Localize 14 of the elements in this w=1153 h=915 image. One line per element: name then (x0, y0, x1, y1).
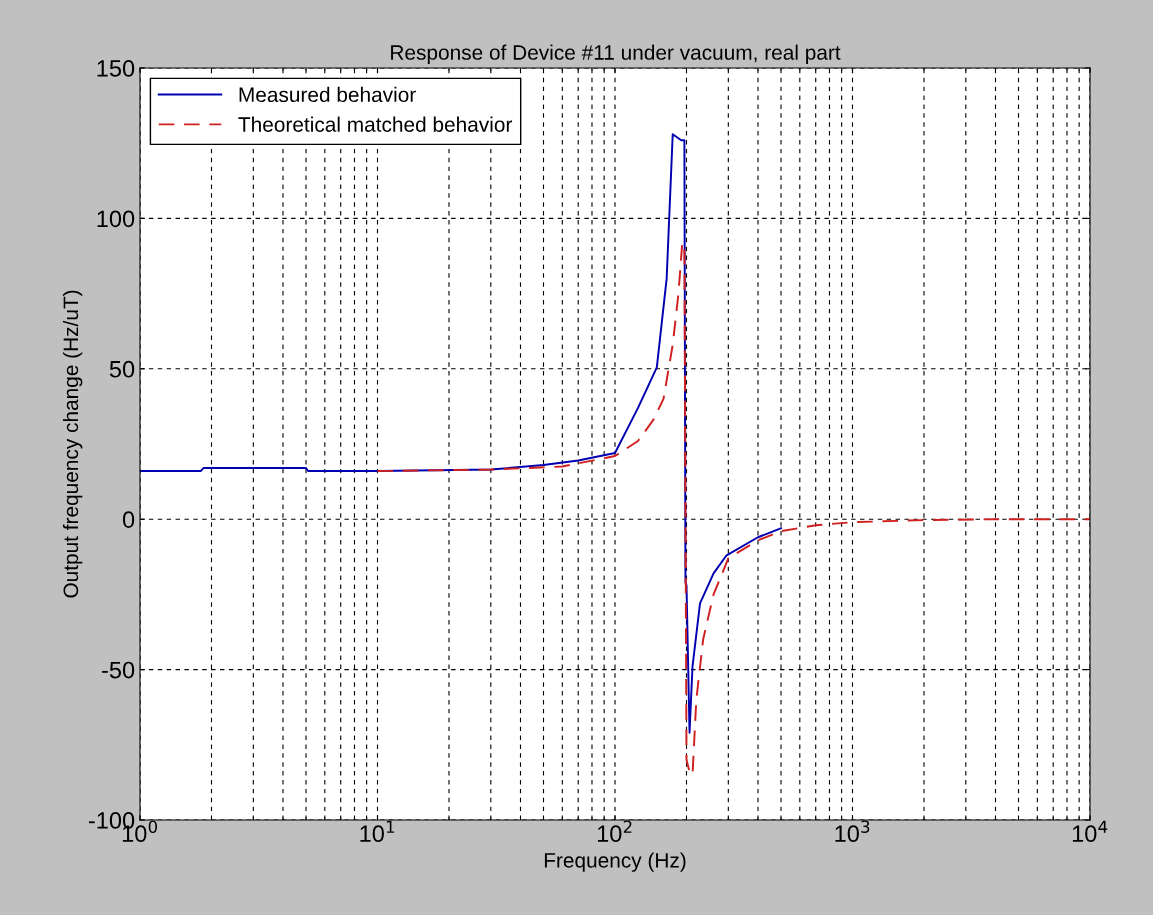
legend-label: Measured behavior (239, 86, 416, 103)
y-tick-label: -50 (102, 661, 135, 679)
x-tick-label: 10$^{4}$ (1072, 820, 1108, 843)
chart-title: Response of Device #11 under vacuum, real part (391, 44, 841, 64)
legend-label: Theoretical matched behavior (238, 116, 513, 132)
x-tick-label: 10$^{3}$ (835, 820, 870, 843)
y-axis-title: Output frequency change (Hz/uT) (62, 290, 83, 598)
y-tick-label: 0 (122, 511, 135, 528)
x-axis-title: Frequency (Hz) (544, 852, 686, 872)
x-tick-label: 10$^{1}$ (360, 820, 395, 843)
y-tick-label: 150 (97, 60, 135, 77)
y-tick-label: 50 (109, 360, 135, 378)
y-tick-label: 100 (97, 210, 135, 228)
x-tick-label: 10$^{2}$ (597, 820, 632, 843)
